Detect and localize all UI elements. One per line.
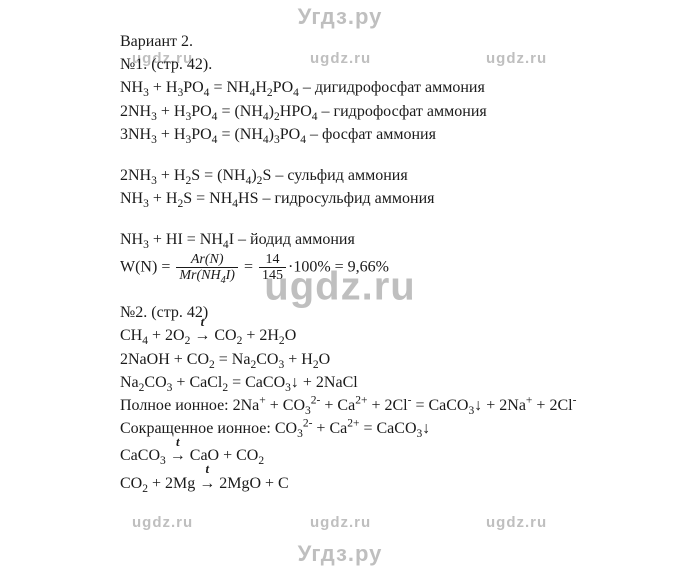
wn-eq: = — [240, 258, 257, 275]
document-body: Вариант 2. №1. (стр. 42). NH3 + H3PO4 = … — [120, 30, 576, 495]
equation-3: 3NH3 + H3PO4 = (NH4)3PO4 – фосфат аммони… — [120, 123, 576, 146]
wn-tail: ·100% = 9,66% — [288, 258, 389, 275]
equation-13: CO2 + 2Mg t→ 2MgO + C — [120, 472, 576, 495]
watermark-small-4: ugdz.ru — [132, 514, 193, 531]
fraction-1: Ar(N)Mr(NH4I) — [176, 252, 238, 284]
variant-heading: Вариант 2. — [120, 30, 576, 53]
fraction-2: 14145 — [259, 252, 286, 284]
arrow-label: t — [176, 433, 180, 452]
watermark-top: Угдз.ру — [298, 4, 383, 30]
watermark-small-6: ugdz.ru — [486, 514, 547, 531]
equation-7: CH4 + 2O2 t→ CO2 + 2H2O — [120, 324, 576, 347]
watermark-small-5: ugdz.ru — [310, 514, 371, 531]
arrow-label: t — [201, 313, 205, 332]
arrow-t-1: t→ — [194, 324, 210, 347]
equation-1: NH3 + H3PO4 = NH4H2PO4 – дигидрофосфат а… — [120, 76, 576, 99]
equation-4: 2NH3 + H2S = (NH4)2S – сульфид аммония — [120, 164, 576, 187]
equation-6: NH3 + HI = NH4I – йодид аммония — [120, 228, 576, 251]
arrow-t-3: t→ — [199, 472, 215, 495]
arrow-label: t — [205, 460, 209, 479]
equation-12: CaCO3 t→ CaO + CO2 — [120, 444, 576, 467]
eq11-label: Сокращенное ионное: — [120, 420, 275, 437]
equation-11: Сокращенное ионное: CO32- + Ca2+ = CaCO3… — [120, 417, 576, 440]
frac2-num: 14 — [259, 252, 286, 268]
equation-9: Na2CO3 + CaCl2 = CaCO3↓ + 2NaCl — [120, 371, 576, 394]
equation-8: 2NaOH + CO2 = Na2CO3 + H2O — [120, 348, 576, 371]
task-1-ref: №1. (стр. 42). — [120, 53, 576, 76]
arrow-t-2: t→ — [170, 444, 186, 467]
task-2-ref: №2. (стр. 42) — [120, 301, 576, 324]
watermark-bottom: Угдз.ру — [298, 541, 383, 567]
wn-label: W(N) = — [120, 258, 174, 275]
mass-fraction-line: W(N) = Ar(N)Mr(NH4I) = 14145·100% = 9,66… — [120, 252, 576, 284]
equation-10: Полное ионное: 2Na+ + CO32- + Ca2+ + 2Cl… — [120, 394, 576, 417]
equation-5: NH3 + H2S = NH4HS – гидросульфид аммония — [120, 187, 576, 210]
equation-2: 2NH3 + H3PO4 = (NH4)2HPO4 – гидрофосфат … — [120, 100, 576, 123]
frac2-den: 145 — [259, 268, 286, 283]
eq10-label: Полное ионное: — [120, 397, 233, 414]
frac1-num: Ar(N) — [191, 252, 224, 267]
